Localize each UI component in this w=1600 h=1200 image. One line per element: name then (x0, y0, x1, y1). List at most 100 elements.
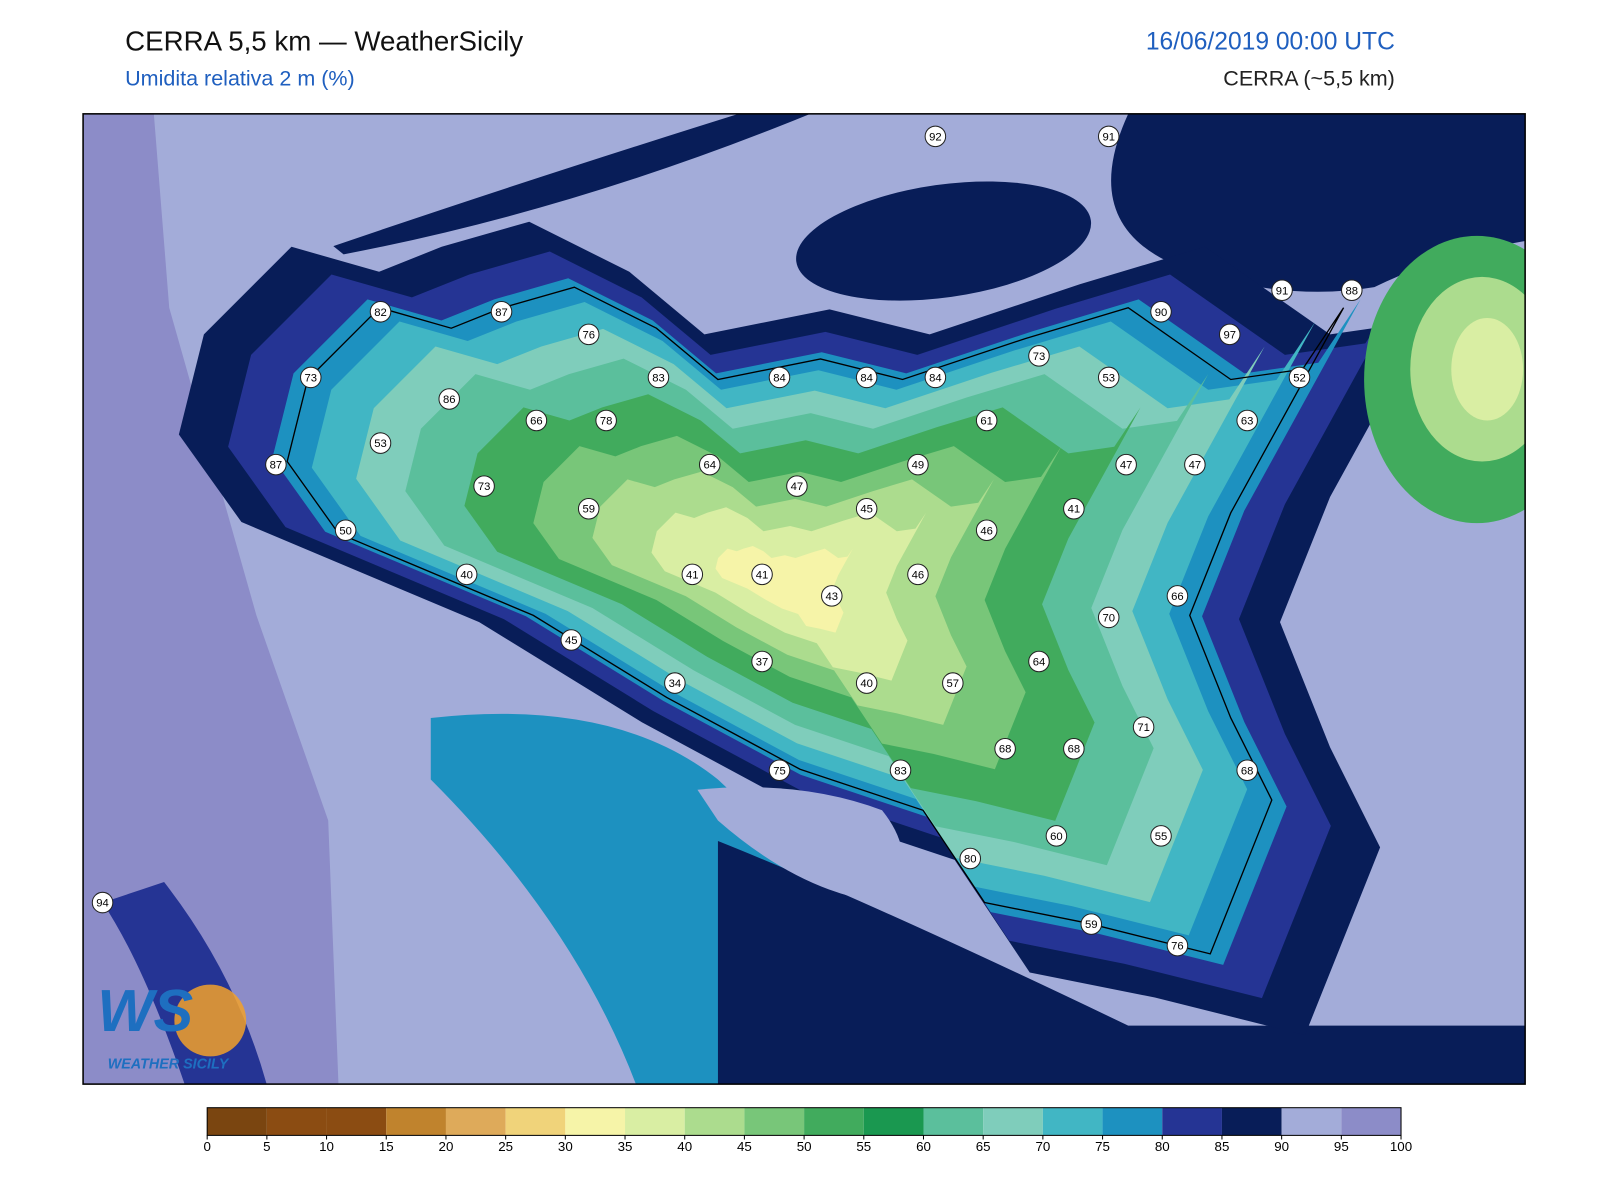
station-label: 53 (1102, 372, 1115, 384)
coastline (286, 286, 1345, 955)
colorbar-tick-label: 90 (1274, 1139, 1289, 1154)
colorbar-tick-label: 100 (1390, 1139, 1412, 1154)
station-marker (1115, 453, 1137, 476)
colorbar-swatch (326, 1107, 387, 1136)
station-label: 70 (1102, 612, 1115, 624)
station-label: 34 (669, 678, 682, 690)
logo: WS WEATHER SICILY (97, 977, 247, 1072)
field-band (333, 113, 811, 255)
model-label: CERRA (~5,5 km) (1223, 67, 1395, 91)
station-label: 73 (1033, 351, 1046, 363)
station-label: 45 (565, 635, 578, 647)
station-marker (1045, 825, 1068, 847)
station-marker (577, 323, 600, 346)
station-label: 83 (652, 372, 665, 384)
field-band (715, 545, 853, 633)
station-label: 40 (860, 678, 873, 690)
station-marker (1080, 913, 1103, 935)
station-label: 41 (686, 569, 699, 581)
field-band (1111, 113, 1526, 292)
station-marker (1097, 606, 1120, 629)
station-marker (1097, 125, 1120, 148)
station-label: 91 (1102, 131, 1115, 143)
station-marker (577, 497, 600, 520)
station-marker (299, 366, 322, 389)
station-label: 64 (703, 460, 716, 472)
colorbar-tick-label: 95 (1334, 1139, 1349, 1154)
station-label: 49 (912, 460, 925, 472)
colorbar-tick-label: 70 (1035, 1139, 1050, 1154)
colorbar-swatch (804, 1107, 864, 1136)
station-marker (855, 672, 878, 694)
field-band (717, 841, 1526, 1085)
station-label: 66 (530, 416, 543, 428)
station-label: 47 (1120, 460, 1133, 472)
station-marker (560, 629, 583, 651)
colorbar-swatch (684, 1107, 745, 1136)
station-marker (369, 432, 392, 454)
station-marker (473, 475, 495, 497)
station-label: 82 (374, 307, 387, 319)
station-marker (994, 737, 1016, 760)
station-marker (1150, 301, 1172, 323)
station-marker (1341, 279, 1363, 302)
map: 92 91 82 87 76 90 91 88 97 73 86 83 84 84 84 73 53 52 66 78… (83, 113, 1526, 1085)
station-marker (1271, 279, 1293, 302)
station-label: 45 (860, 504, 873, 516)
station-marker (924, 366, 947, 389)
station-marker (907, 563, 929, 586)
station-marker (525, 409, 548, 432)
station-marker (664, 672, 686, 694)
datetime: 16/06/2019 00:00 UTC (1146, 29, 1395, 56)
logo-sun (174, 984, 247, 1057)
station-label: 60 (1050, 831, 1063, 843)
colorbar-swatch (1162, 1107, 1222, 1136)
station-marker (1236, 409, 1258, 432)
station-marker (265, 453, 287, 476)
colorbar-tick-label: 30 (558, 1139, 573, 1154)
station-label: 73 (478, 481, 491, 493)
colorbar-tick-label: 5 (263, 1139, 270, 1154)
colorbar-tick-label: 85 (1215, 1139, 1230, 1154)
station-label: 76 (582, 329, 595, 341)
colorbar-tick-label: 60 (916, 1139, 931, 1154)
station-label: 92 (929, 131, 942, 143)
station-marker (1150, 825, 1172, 847)
station-label: 68 (999, 744, 1012, 756)
station-marker (786, 475, 808, 497)
station-label: 41 (756, 569, 769, 581)
station-label: 64 (1033, 657, 1046, 669)
station-marker (975, 409, 998, 432)
station-label: 75 (773, 765, 786, 777)
station-marker (1097, 366, 1120, 389)
station-label: 87 (270, 460, 283, 472)
colorbar-swatch (1102, 1107, 1163, 1136)
station-marker (942, 672, 964, 694)
station-label: 90 (1155, 307, 1168, 319)
station-label: 87 (495, 307, 508, 319)
station-label: 84 (773, 372, 786, 384)
map-frame (82, 113, 1526, 1085)
station-label: 78 (600, 416, 613, 428)
station-label: 80 (964, 853, 977, 865)
station-label: 61 (980, 416, 993, 428)
station-marker (595, 409, 617, 432)
station-label: 73 (305, 372, 318, 384)
station-marker (334, 519, 357, 542)
logo-text: WEATHER SICILY (108, 1056, 230, 1072)
station-label: 91 (1276, 285, 1289, 297)
station-marker (698, 453, 721, 476)
colorbar-tick-label: 50 (797, 1139, 812, 1154)
logo-mark: WS (97, 977, 193, 1044)
colorbar-swatch (625, 1107, 685, 1136)
colorbar-swatch (983, 1107, 1043, 1136)
colorbar-swatch (565, 1107, 626, 1136)
station-marker (751, 650, 773, 673)
station-label: 40 (460, 569, 473, 581)
station-marker (959, 847, 982, 870)
colorbar-tick-label: 25 (498, 1139, 513, 1154)
station-label: 83 (894, 765, 907, 777)
station-label: 84 (860, 372, 873, 384)
station-marker (438, 388, 460, 410)
